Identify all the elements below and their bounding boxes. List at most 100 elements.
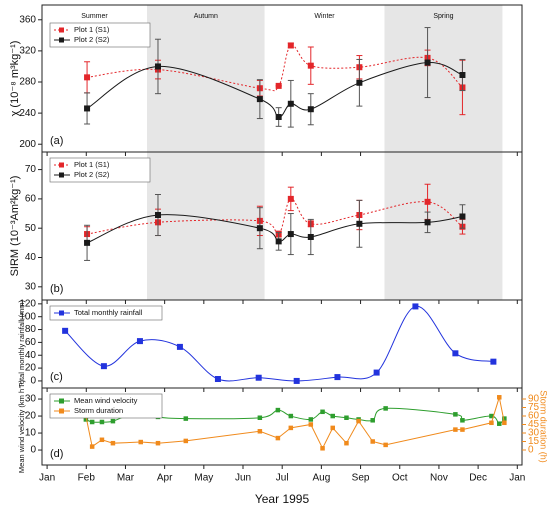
point [307,106,314,113]
legend-marker [59,398,64,404]
point [99,419,105,425]
x-tick-label: Jan [509,473,525,484]
y-tick-label: 70 [25,164,37,175]
season-band [384,152,503,300]
y-tick-label: 320 [19,46,36,57]
y2-tick-label: 60 [528,411,540,422]
x-tick-label: Apr [157,473,173,484]
y2-tick-label: 0 [528,445,534,456]
point [275,82,282,89]
y-tick-label: 60 [25,194,37,205]
y2-axis-label: Storm duration (h) [539,390,549,463]
x-axis-label: Year 1995 [255,492,310,506]
point [460,418,465,423]
legend-marker [59,27,64,33]
panel-label: (d) [50,448,63,460]
legend-marker [59,162,64,168]
x-tick-label: May [194,473,213,484]
point [176,343,183,350]
point [502,416,507,421]
point [308,422,314,427]
legend-label: Mean wind velocity [74,396,138,405]
point [412,303,419,310]
point [183,416,189,421]
point [320,409,325,415]
point [370,439,375,444]
point [356,220,363,227]
season-label: Summer [81,13,108,20]
point [89,419,95,425]
point [84,105,91,112]
legend-box [49,22,151,48]
legend-label: Storm duration [74,406,123,415]
series-line [85,397,505,450]
point [83,417,89,422]
point [287,231,294,238]
y-axis-label: Mean wind velocity (km h⁻¹) [17,379,26,473]
point [110,418,116,424]
y2-tick-label: 75 [528,402,540,413]
y-tick-label: 100 [19,311,36,322]
y-tick-label: 80 [25,324,37,335]
legend-label: Plot 2 (S2) [74,35,110,44]
y2-tick-label: 15 [528,436,540,447]
y2-tick-label: 90 [528,394,540,405]
x-tick-label: Sep [352,473,370,484]
point [214,376,221,383]
season-band [384,5,503,152]
x-tick-label: Oct [392,473,408,484]
point [84,239,91,246]
y-tick-label: 360 [19,14,36,25]
point [424,59,431,66]
point [155,440,161,446]
point [453,412,458,417]
panel-label: (a) [50,135,63,147]
legend-label: Total monthly rainfall [74,308,143,317]
point [344,440,349,446]
point [459,213,466,220]
y-tick-label: 240 [19,108,36,119]
point [334,374,341,381]
legend-marker [59,37,64,43]
point [183,438,189,444]
y-tick-label: 30 [25,394,37,405]
point [356,418,361,424]
y-axis-label: χ (10⁻⁸ m³kg⁻¹) [9,41,21,117]
season-label: Autumn [194,13,218,20]
point [154,63,161,70]
y-tick-label: 30 [25,281,37,292]
x-tick-label: Nov [430,473,448,484]
point [307,62,314,69]
y-tick-label: 280 [19,77,36,88]
legend-marker [59,310,64,316]
legend-box [49,393,163,419]
point [293,377,300,384]
point [288,413,294,419]
x-tick-label: Feb [78,473,96,484]
point [320,446,325,451]
point [110,440,116,446]
point [84,74,91,81]
point [452,350,459,357]
y-axis-label: Total monthly rainfall (mm) [17,300,26,388]
point [255,374,262,381]
point [287,195,294,202]
y2-tick-label: 45 [528,419,540,430]
point [257,429,263,434]
point [287,100,294,107]
y-tick-label: 200 [19,139,36,150]
point [256,96,263,103]
point [489,413,494,419]
point [99,437,105,443]
point [424,198,431,205]
y2-tick-label: 30 [528,428,540,439]
point [275,114,282,120]
point [373,369,380,376]
point [502,420,507,426]
panel-label: (b) [50,283,63,295]
point [308,417,314,422]
x-tick-label: Aug [312,473,330,484]
point [383,442,388,448]
season-label: Winter [314,13,335,20]
